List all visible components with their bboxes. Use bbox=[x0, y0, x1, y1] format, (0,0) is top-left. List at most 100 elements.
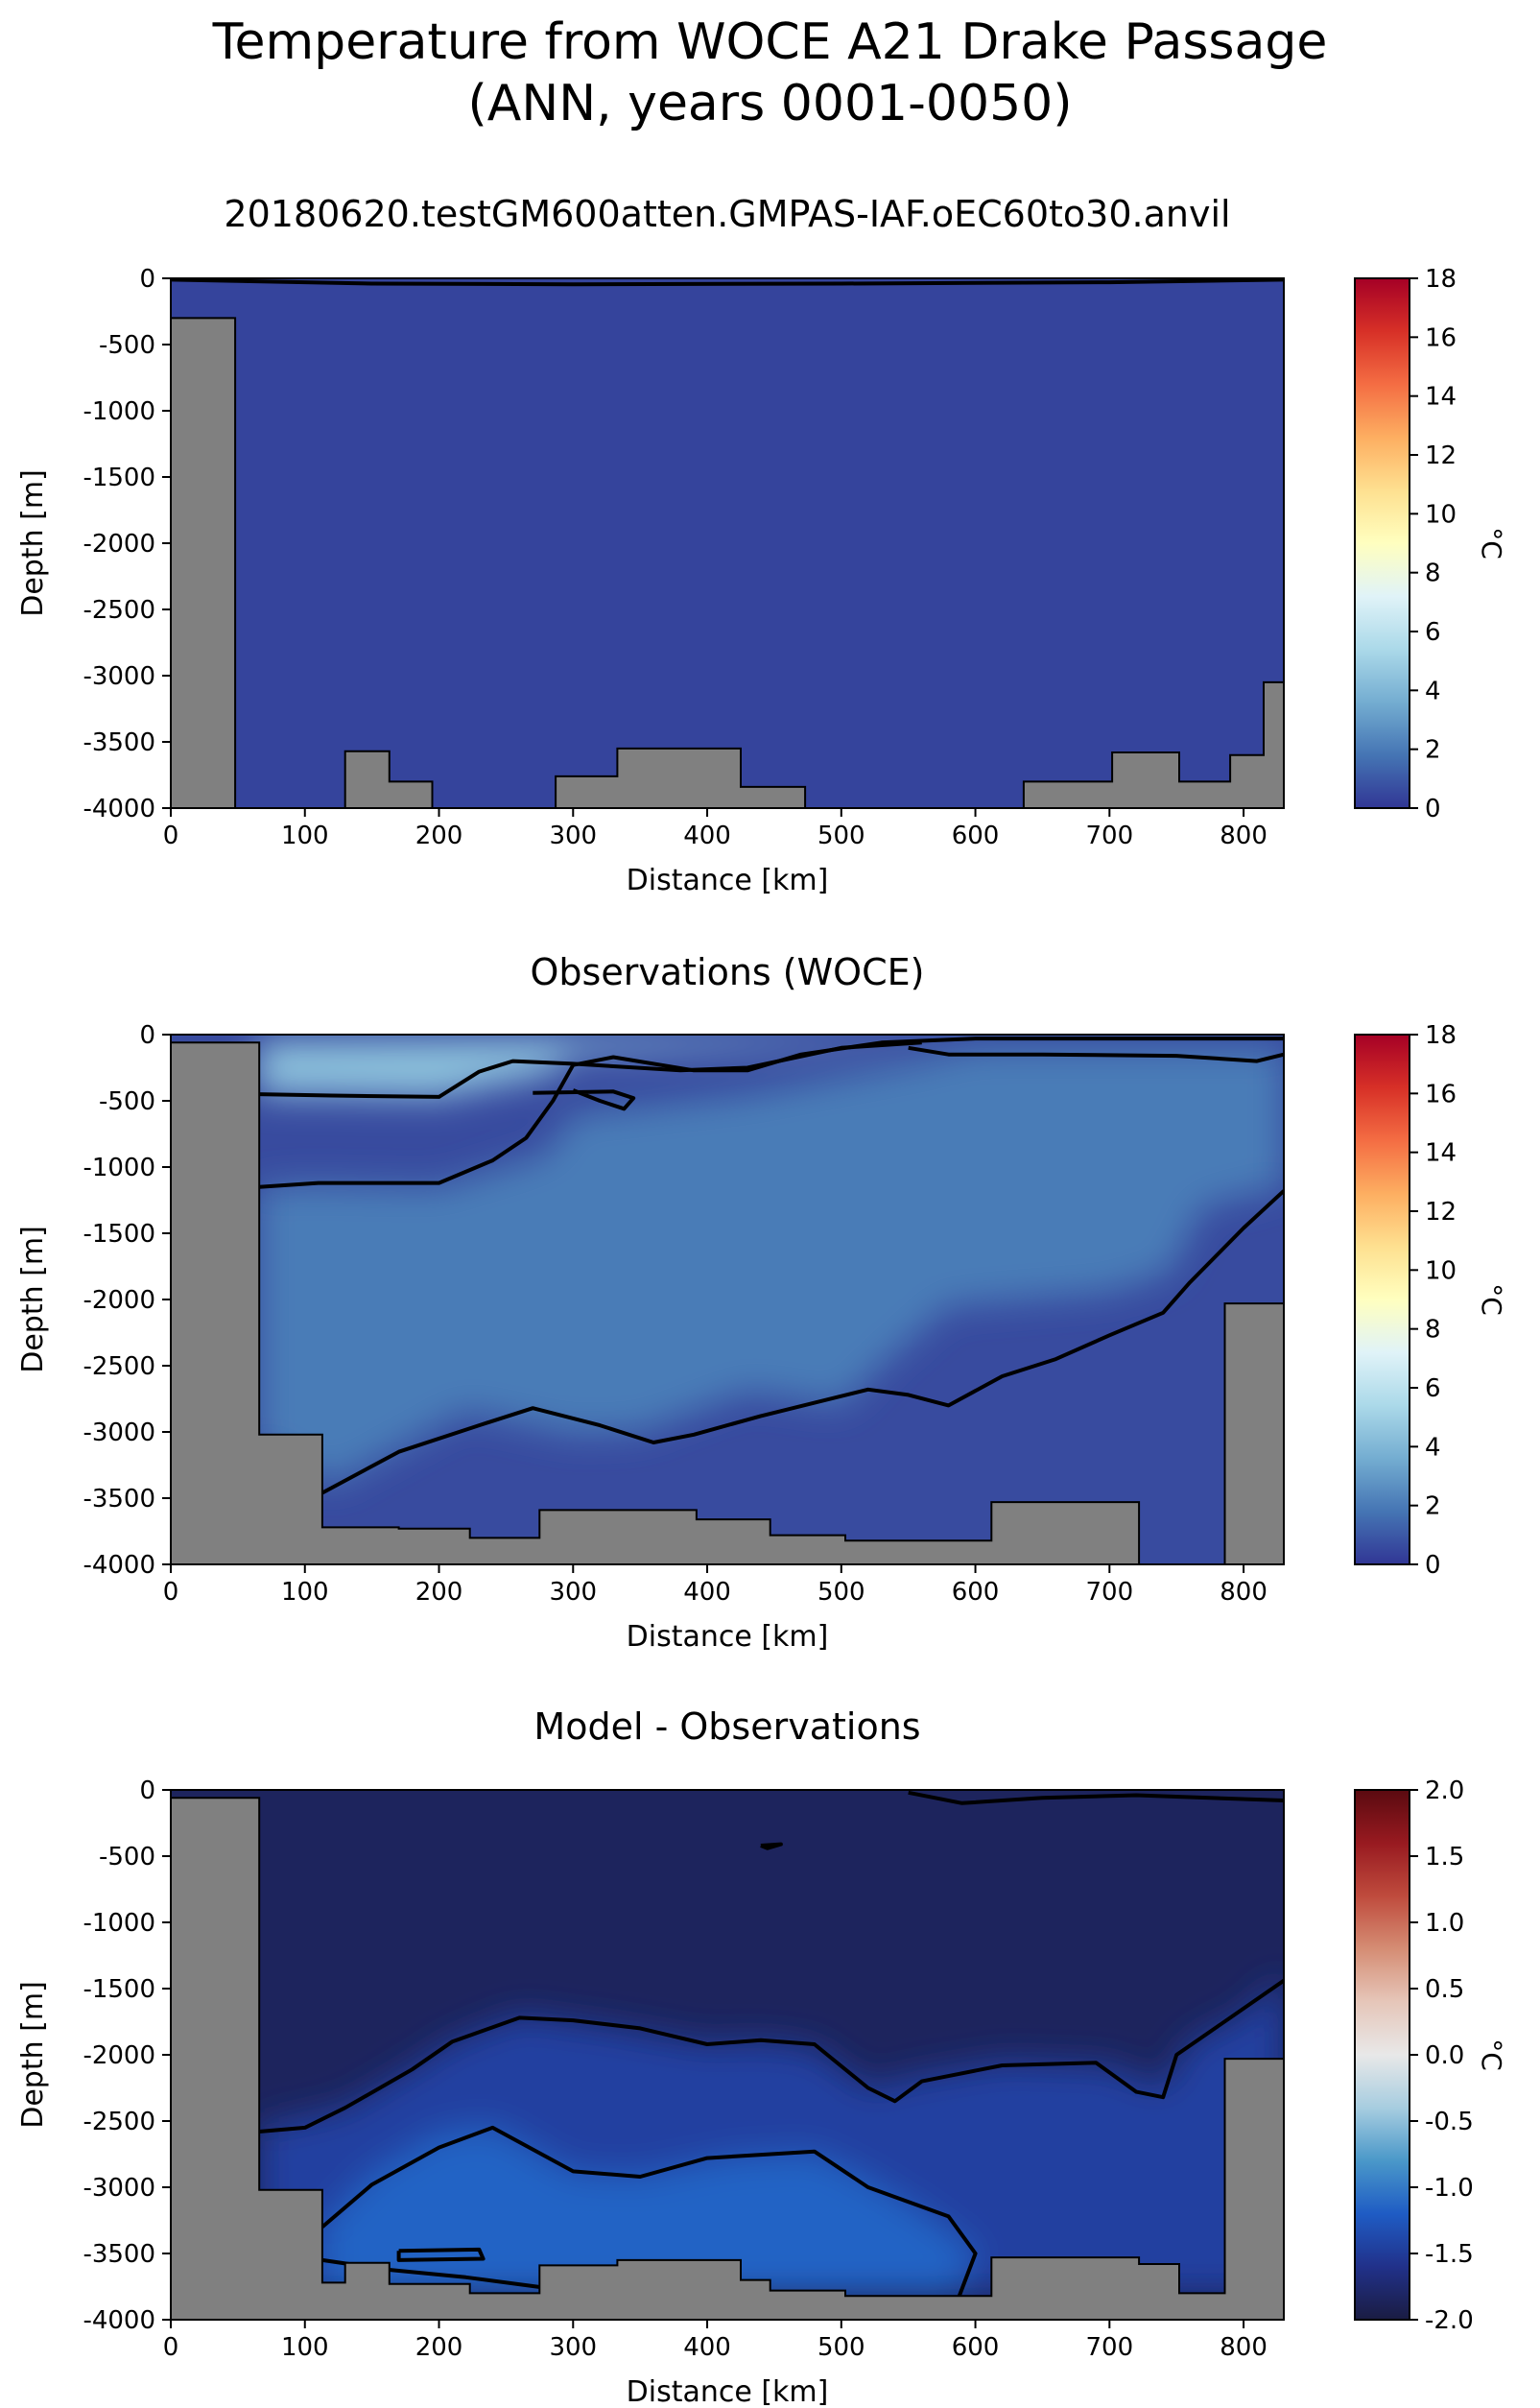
x-tick-label: 800 bbox=[1220, 2333, 1268, 2362]
y-axis-label: Depth [m] bbox=[16, 1226, 50, 1373]
contour-line-4 bbox=[908, 1045, 1284, 1063]
y-tick-label: -3000 bbox=[83, 2174, 155, 2203]
colorbar-tick-label: -1.5 bbox=[1425, 2240, 1474, 2269]
x-axis-label: Distance [km] bbox=[627, 1620, 829, 1654]
colorbar-tick-label: 16 bbox=[1425, 1080, 1457, 1109]
y-tick-label: -3500 bbox=[83, 728, 155, 757]
field-region-1 bbox=[257, 1047, 1284, 1486]
panel-2-title: Observations (WOCE) bbox=[531, 951, 925, 993]
contour-line-1 bbox=[259, 1037, 1284, 1189]
y-tick-label: -1000 bbox=[83, 397, 155, 426]
y-tick-label: -2000 bbox=[83, 2041, 155, 2070]
y-tick-label: -1000 bbox=[83, 1154, 155, 1182]
colorbar-tick-label: 0.0 bbox=[1425, 2041, 1464, 2070]
contour-line-1 bbox=[171, 278, 1284, 287]
x-tick-label: 100 bbox=[281, 2333, 329, 2362]
x-tick-label: 100 bbox=[281, 1578, 329, 1607]
colorbar-tick-label: 2 bbox=[1425, 1492, 1441, 1521]
colorbar-tick-label: 1.0 bbox=[1425, 1909, 1464, 1938]
x-tick-label: 200 bbox=[415, 822, 463, 850]
x-tick-label: 400 bbox=[683, 1578, 731, 1607]
colorbar-tick-label: 10 bbox=[1425, 500, 1457, 529]
x-tick-label: 0 bbox=[163, 822, 179, 850]
x-axis-label: Distance [km] bbox=[627, 2375, 829, 2408]
y-tick-label: -3500 bbox=[83, 2240, 155, 2269]
y-tick-label: -3500 bbox=[83, 1485, 155, 1514]
colorbar-tick-label: 10 bbox=[1425, 1256, 1457, 1285]
contour-line-3 bbox=[396, 2247, 486, 2262]
x-tick-label: 700 bbox=[1085, 1578, 1133, 1607]
x-tick-label: 0 bbox=[163, 1578, 179, 1607]
colorbar-tick-label: 8 bbox=[1425, 560, 1441, 588]
y-tick-label: -500 bbox=[99, 1843, 155, 1872]
x-tick-label: 0 bbox=[163, 2333, 179, 2362]
y-tick-label: -1500 bbox=[83, 1975, 155, 2004]
y-tick-label: -2500 bbox=[83, 596, 155, 625]
y-tick-label: -4000 bbox=[83, 2306, 155, 2335]
x-tick-label: 300 bbox=[549, 2333, 597, 2362]
panel-1: 20180620.testGM600atten.GMPAS-IAF.oEC60t… bbox=[16, 193, 1507, 897]
colorbar bbox=[1354, 1034, 1410, 1565]
colorbar-tick-label: 18 bbox=[1425, 265, 1457, 294]
panel-3: Model - Observations 0 100 200 300 400 500 600 7… bbox=[16, 1705, 1507, 2408]
y-tick-label: -1500 bbox=[83, 1220, 155, 1249]
bathymetry-land bbox=[171, 317, 1284, 808]
panel-3-plot-area bbox=[171, 1790, 1284, 2320]
panel-1-plot-area bbox=[171, 278, 1284, 808]
y-tick-label: -500 bbox=[99, 331, 155, 360]
x-tick-label: 300 bbox=[549, 1578, 597, 1607]
colorbar-tick-label: 14 bbox=[1425, 383, 1457, 412]
figure-title-line2: (ANN, years 0001-0050) bbox=[467, 75, 1073, 132]
bathymetry-land bbox=[171, 1797, 1284, 2320]
contour-line-5 bbox=[908, 1790, 1284, 1805]
colorbar-label: °C bbox=[1476, 527, 1507, 560]
bathymetry-land bbox=[171, 1041, 1284, 1564]
colorbar-tick-label: 2 bbox=[1425, 736, 1441, 765]
y-axis-label: Depth [m] bbox=[16, 469, 50, 617]
x-tick-label: 800 bbox=[1220, 1578, 1268, 1607]
panel-3-title: Model - Observations bbox=[533, 1705, 920, 1748]
colorbar-tick-label: 0 bbox=[1425, 795, 1441, 823]
colorbar bbox=[1354, 1789, 1410, 2321]
colorbar-tick-label: 4 bbox=[1425, 1433, 1441, 1462]
x-axis-label: Distance [km] bbox=[627, 864, 829, 897]
y-tick-label: 0 bbox=[139, 265, 155, 294]
y-axis-label: Depth [m] bbox=[16, 1981, 50, 2129]
colorbar-tick-label: 6 bbox=[1425, 618, 1441, 647]
field-background bbox=[171, 278, 1284, 808]
panel-2: Observations (WOCE) 0 100 200 300 400 500 600 70… bbox=[16, 951, 1507, 1654]
y-tick-label: -2000 bbox=[83, 530, 155, 559]
y-tick-label: -500 bbox=[99, 1087, 155, 1116]
x-tick-label: 600 bbox=[952, 1578, 1000, 1607]
contour-line-2 bbox=[320, 2125, 978, 2297]
x-tick-label: 500 bbox=[817, 822, 865, 850]
colorbar-label: °C bbox=[1476, 2038, 1507, 2071]
x-tick-label: 200 bbox=[415, 2333, 463, 2362]
x-tick-label: 400 bbox=[683, 2333, 731, 2362]
y-tick-label: -3000 bbox=[83, 662, 155, 691]
y-tick-label: -1000 bbox=[83, 1909, 155, 1938]
colorbar-label: °C bbox=[1476, 1283, 1507, 1316]
y-tick-label: -1500 bbox=[83, 464, 155, 492]
y-tick-label: -2000 bbox=[83, 1286, 155, 1315]
x-tick-label: 400 bbox=[683, 822, 731, 850]
colorbar-tick-label: -0.5 bbox=[1425, 2108, 1474, 2136]
field-region-2 bbox=[321, 2127, 976, 2297]
x-tick-label: 200 bbox=[415, 1578, 463, 1607]
x-tick-label: 700 bbox=[1085, 2333, 1133, 2362]
x-tick-label: 500 bbox=[817, 2333, 865, 2362]
colorbar-tick-label: -2.0 bbox=[1425, 2306, 1474, 2335]
y-tick-label: -3000 bbox=[83, 1419, 155, 1447]
x-tick-label: 500 bbox=[817, 1578, 865, 1607]
field-region-2 bbox=[257, 1038, 976, 1097]
x-tick-label: 700 bbox=[1085, 822, 1133, 850]
colorbar-tick-label: 6 bbox=[1425, 1374, 1441, 1403]
colorbar bbox=[1354, 277, 1410, 809]
x-tick-label: 600 bbox=[952, 2333, 1000, 2362]
colorbar-tick-label: 16 bbox=[1425, 323, 1457, 352]
colorbar-tick-label: 12 bbox=[1425, 441, 1457, 470]
x-tick-label: 100 bbox=[281, 822, 329, 850]
contour-line-1 bbox=[259, 1979, 1284, 2134]
